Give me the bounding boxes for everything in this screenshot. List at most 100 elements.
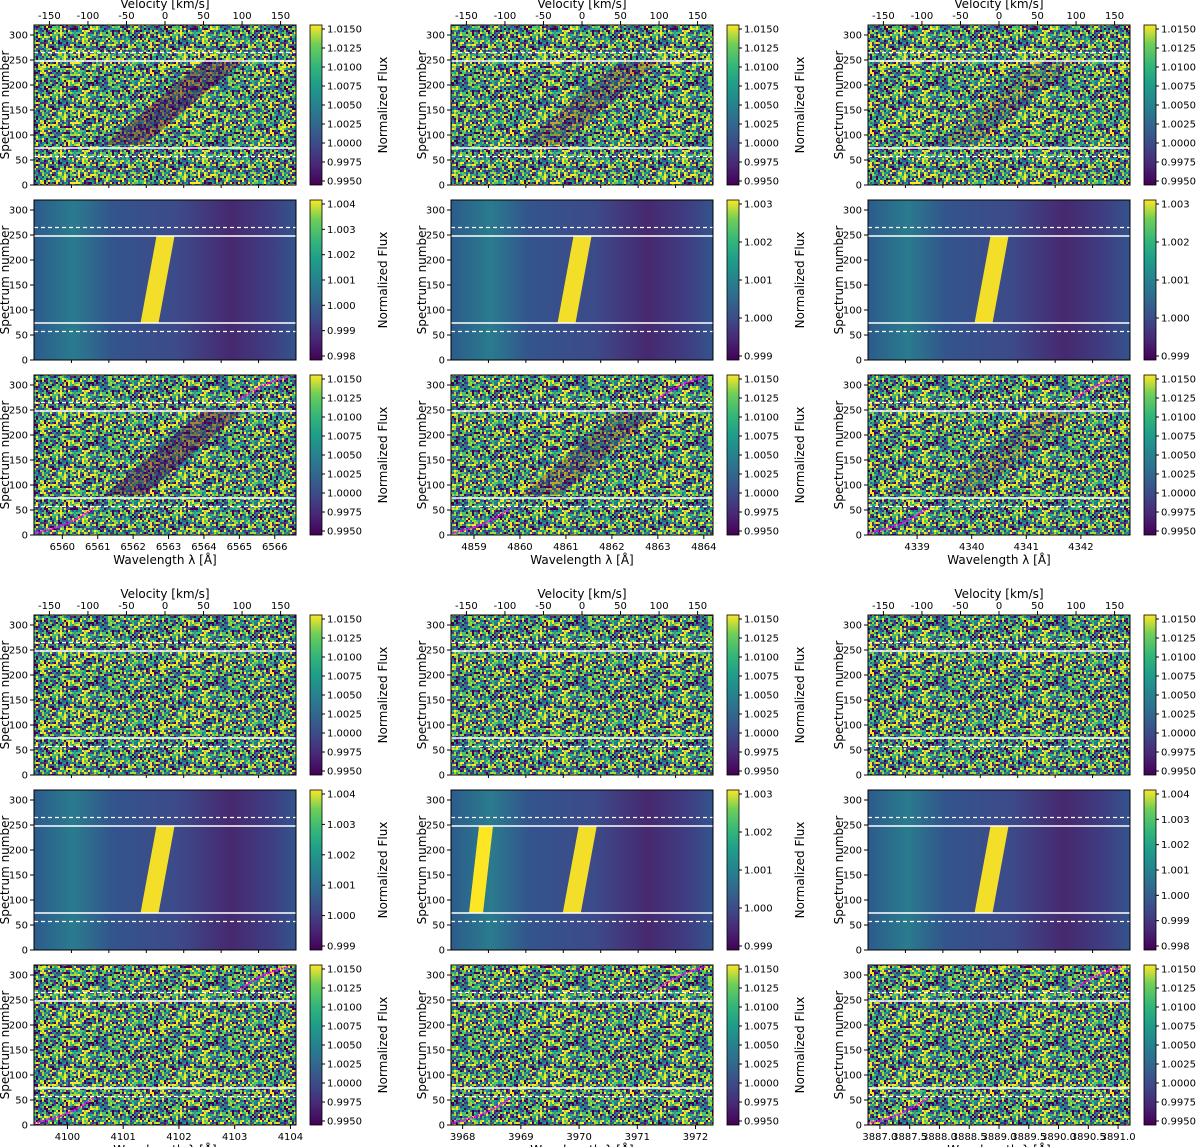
colorbar-tick-label: 1.0150 (744, 615, 779, 626)
panel-H-gamma: 0 50 100 150 200 250 300 Spectrum number 1.0150 1… (832, 0, 1196, 567)
colorbar-tick-label: 1.0000 (1161, 729, 1196, 740)
wavelength-tick-label: 4861 (553, 542, 578, 553)
velocity-tick-label: -150 (872, 601, 895, 612)
noise-map (34, 25, 296, 185)
y-tick-label: 150 (843, 696, 862, 707)
colorbar-tick-label: 0.9950 (327, 1117, 362, 1128)
colorbar-tick-label: 0.9975 (1161, 508, 1196, 519)
colorbar-tick-label: 1.0150 (1161, 965, 1196, 976)
colorbar-tick-label: 1.000 (327, 911, 356, 922)
colorbar-tick-label: 0.999 (1161, 352, 1190, 363)
colorbar-tick-label: 1.0075 (327, 432, 362, 443)
colorbar (726, 199, 740, 361)
colorbar-tick-label: 1.0125 (744, 394, 779, 405)
colorbar-tick-label: 1.0025 (744, 470, 779, 481)
colorbar-tick-label: 1.0000 (744, 1079, 779, 1090)
y-tick-label: 50 (432, 156, 445, 167)
colorbar-tick-label: 0.9950 (1161, 177, 1196, 188)
y-tick-label: 100 (426, 721, 445, 732)
y-tick-label: 50 (432, 331, 445, 342)
y-tick-label: 200 (9, 1021, 28, 1032)
colorbar-tick-label: 1.0100 (744, 1003, 779, 1014)
velocity-tick-label: -100 (77, 11, 100, 22)
colorbar-label: Normalized Flux (793, 232, 807, 329)
colorbar-tick-label: 0.9950 (1161, 767, 1196, 778)
model-emission-band (562, 826, 597, 913)
y-tick-label: 250 (843, 56, 862, 67)
residual-map: 0 50 100 150 200 250 300 Spectrum number 1.0150 1… (415, 374, 807, 567)
y-tick-label: 200 (843, 81, 862, 92)
y-tick-label: 150 (843, 106, 862, 117)
y-tick-label: 200 (9, 671, 28, 682)
wavelength-axis-label: Wavelength λ [Å] (530, 1142, 634, 1147)
colorbar-tick-label: 1.002 (1161, 238, 1190, 249)
magenta-track-high (235, 376, 289, 404)
residual-map: 0 50 100 150 200 250 300 Spectrum number 1.0150 1… (0, 964, 390, 1147)
velocity-tick-label: 100 (233, 11, 252, 22)
colorbar-tick-label: 1.001 (1161, 866, 1190, 877)
model-emission-band (974, 236, 1009, 323)
colorbar (1143, 24, 1157, 186)
y-tick-label: 250 (9, 821, 28, 832)
colorbar-tick-label: 1.001 (327, 276, 356, 287)
model-emission-band-secondary (469, 826, 493, 913)
y-tick-label: 50 (15, 921, 28, 932)
y-tick-label: 300 (843, 31, 862, 42)
panel-H-epsilon: 0 50 100 150 200 250 300 Spectrum number 1.0150 1… (415, 587, 807, 1147)
colorbar-tick-label: 0.999 (744, 942, 773, 953)
y-tick-label: 0 (439, 946, 445, 957)
y-tick-label: 150 (9, 281, 28, 292)
y-tick-label: 100 (9, 481, 28, 492)
colorbar-label: Normalized Flux (376, 997, 390, 1094)
y-tick-label: 250 (843, 646, 862, 657)
noise-map (34, 965, 296, 1125)
colorbar-tick-label: 1.0000 (744, 729, 779, 740)
colorbar-tick-label: 1.0150 (1161, 615, 1196, 626)
wavelength-tick-label: 3889.5 (1011, 1132, 1046, 1143)
y-tick-label: 200 (9, 81, 28, 92)
wavelength-tick-label: 6561 (85, 542, 110, 553)
velocity-tick-label: 0 (162, 601, 168, 612)
y-tick-label: 300 (843, 621, 862, 632)
magenta-track-low (33, 1096, 95, 1124)
colorbar-tick-label: 0.9975 (744, 748, 779, 759)
colorbar-tick-label: 1.0025 (327, 470, 362, 481)
colorbar-tick-label: 1.001 (1161, 276, 1190, 287)
y-tick-label: 300 (9, 796, 28, 807)
colorbar (1143, 374, 1157, 536)
colorbar-tick-label: 1.003 (1161, 815, 1190, 826)
colorbar-tick-label: 0.9975 (327, 748, 362, 759)
colorbar-tick-label: 1.000 (744, 904, 773, 915)
colorbar-tick-label: 0.999 (744, 352, 773, 363)
velocity-tick-label: 0 (579, 11, 585, 22)
model-emission-band (557, 236, 592, 323)
y-tick-label: 250 (426, 56, 445, 67)
colorbar-tick-label: 0.9950 (744, 1117, 779, 1128)
colorbar-tick-label: 0.999 (327, 942, 356, 953)
y-tick-label: 150 (843, 281, 862, 292)
y-tick-label: 300 (426, 971, 445, 982)
colorbar-tick-label: 1.0025 (327, 710, 362, 721)
velocity-tick-label: 100 (233, 601, 252, 612)
colorbar (309, 199, 323, 361)
y-tick-label: 300 (9, 971, 28, 982)
y-tick-label: 250 (843, 406, 862, 417)
wavelength-tick-label: 6563 (156, 542, 181, 553)
model-emission-band (140, 236, 175, 323)
wavelength-tick-label: 3888.0 (922, 1132, 957, 1143)
y-tick-label: 200 (426, 431, 445, 442)
y-tick-label: 200 (843, 1021, 862, 1032)
velocity-tick-label: -50 (535, 601, 551, 612)
wavelength-tick-label: 3969 (508, 1132, 533, 1143)
colorbar-tick-label: 1.0125 (744, 984, 779, 995)
y-tick-label: 100 (9, 1071, 28, 1082)
y-tick-label: 150 (426, 871, 445, 882)
wavelength-tick-label: 3889.0 (982, 1132, 1017, 1143)
colorbar-tick-label: 0.9950 (1161, 1117, 1196, 1128)
y-axis-label: Spectrum number (415, 991, 429, 1100)
colorbar-tick-label: 1.0100 (1161, 413, 1196, 424)
colorbar-tick-label: 1.0100 (327, 413, 362, 424)
y-tick-label: 0 (856, 531, 862, 542)
wavelength-tick-label: 4339 (904, 542, 929, 553)
y-tick-label: 200 (426, 846, 445, 857)
